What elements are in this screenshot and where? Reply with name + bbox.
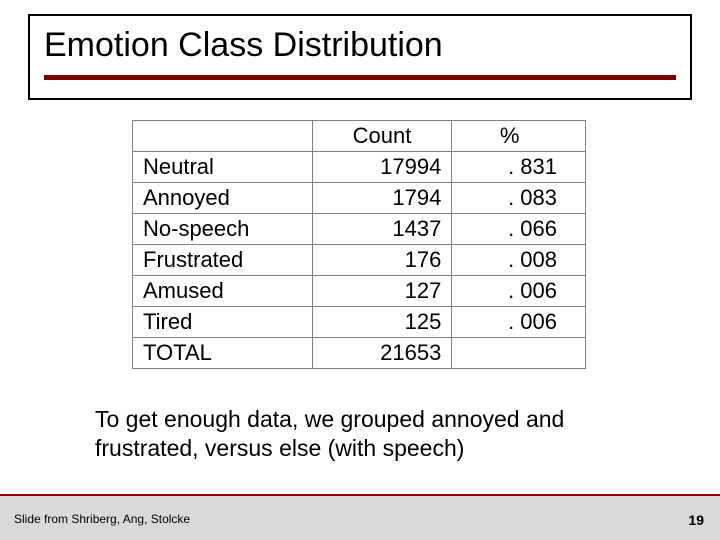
table-row-total: TOTAL 21653 (133, 338, 586, 369)
table-header-row: Count % (133, 121, 586, 152)
row-pct: . 066 (452, 214, 586, 245)
footer-page-number: 19 (688, 512, 704, 528)
row-pct: . 083 (452, 183, 586, 214)
row-label: Annoyed (133, 183, 313, 214)
row-count: 1437 (312, 214, 452, 245)
row-count: 176 (312, 245, 452, 276)
row-count: 21653 (312, 338, 452, 369)
row-label: Frustrated (133, 245, 313, 276)
row-label: TOTAL (133, 338, 313, 369)
row-count: 1794 (312, 183, 452, 214)
row-pct: . 831 (452, 152, 586, 183)
table-row: Tired 125 . 006 (133, 307, 586, 338)
header-count: Count (312, 121, 452, 152)
slide-title: Emotion Class Distribution (44, 26, 676, 65)
title-box: Emotion Class Distribution (28, 14, 692, 100)
header-blank (133, 121, 313, 152)
header-percent: % (452, 121, 586, 152)
distribution-table-wrap: Count % Neutral 17994 . 831 Annoyed 1794… (132, 120, 586, 369)
table-body: Neutral 17994 . 831 Annoyed 1794 . 083 N… (133, 152, 586, 369)
table-row: No-speech 1437 . 066 (133, 214, 586, 245)
title-rule (44, 75, 676, 80)
table-row: Amused 127 . 006 (133, 276, 586, 307)
slide: Emotion Class Distribution Count % Neutr… (0, 0, 720, 540)
row-count: 125 (312, 307, 452, 338)
caption-text: To get enough data, we grouped annoyed a… (95, 405, 655, 463)
row-label: No-speech (133, 214, 313, 245)
row-pct: . 008 (452, 245, 586, 276)
row-label: Tired (133, 307, 313, 338)
table-row: Frustrated 176 . 008 (133, 245, 586, 276)
row-count: 17994 (312, 152, 452, 183)
row-label: Neutral (133, 152, 313, 183)
row-count: 127 (312, 276, 452, 307)
table-row: Annoyed 1794 . 083 (133, 183, 586, 214)
row-pct: . 006 (452, 307, 586, 338)
row-pct (452, 338, 586, 369)
distribution-table: Count % Neutral 17994 . 831 Annoyed 1794… (132, 120, 586, 369)
footer-credit: Slide from Shriberg, Ang, Stolcke (14, 512, 190, 526)
footer-bar: Slide from Shriberg, Ang, Stolcke 19 (0, 494, 720, 540)
row-label: Amused (133, 276, 313, 307)
row-pct: . 006 (452, 276, 586, 307)
table-row: Neutral 17994 . 831 (133, 152, 586, 183)
